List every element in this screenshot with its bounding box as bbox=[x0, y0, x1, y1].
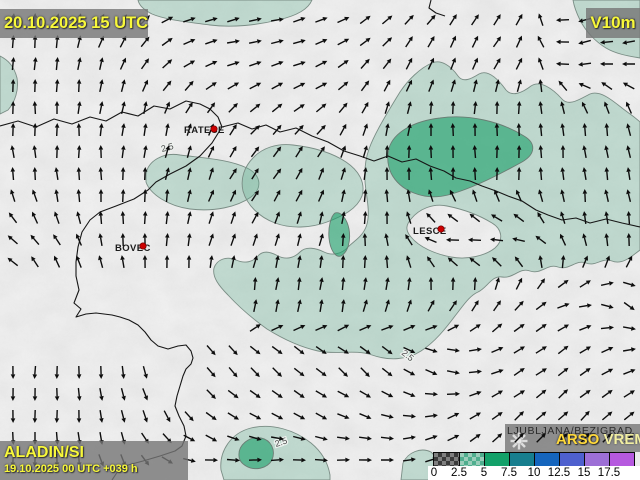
legend-tick-label: 17.5 bbox=[597, 467, 621, 479]
station-dot bbox=[139, 242, 147, 250]
legend-color-box bbox=[534, 453, 559, 467]
station-dot bbox=[210, 125, 218, 133]
station-label: RATECE bbox=[184, 125, 225, 136]
legend-tick-label: 12.5 bbox=[547, 467, 571, 479]
legend-tick-label: 10 bbox=[527, 467, 541, 479]
station-marker: BOVEC bbox=[115, 242, 151, 254]
station-marker: RATECE bbox=[184, 125, 225, 136]
watermark-backdrop bbox=[505, 424, 640, 452]
station-name-label: LJUBLJANA/BEZIGRAD bbox=[507, 425, 633, 437]
country-border-line bbox=[221, 122, 640, 228]
agency-watermark: LJUBLJANA/BEZIGRAD bbox=[505, 424, 640, 452]
legend-color-box bbox=[509, 453, 534, 467]
country-border-line bbox=[0, 100, 223, 128]
legend-color-box bbox=[559, 453, 584, 467]
variable-label: V10m bbox=[586, 8, 640, 38]
agency-suffix: VREME bbox=[603, 431, 640, 448]
model-info-box: ALADIN/SI 19.10.2025 00 UTC +039 h bbox=[0, 441, 188, 480]
model-run-label: 19.10.2025 00 UTC +039 h bbox=[4, 463, 138, 475]
agency-name: ARSO bbox=[556, 431, 600, 448]
wind-area-dark bbox=[328, 212, 351, 257]
agency-logo-text: ARSO VREME bbox=[556, 430, 640, 450]
legend-tick-label: 2.5 bbox=[451, 467, 467, 479]
model-name-label: ALADIN/SI bbox=[4, 444, 84, 461]
wind-speed-legend bbox=[433, 452, 635, 467]
legend-color-box bbox=[459, 453, 484, 467]
country-border-line bbox=[73, 126, 223, 480]
wind-area-dark bbox=[387, 116, 534, 198]
legend-tick-label: 7.5 bbox=[501, 467, 517, 479]
sun-star-icon bbox=[510, 432, 528, 450]
valid-time-label: 20.10.2025 15 UTC bbox=[0, 9, 148, 38]
legend-color-box bbox=[584, 453, 609, 467]
station-dot bbox=[437, 225, 445, 233]
legend-tick-label: 5 bbox=[480, 467, 488, 479]
legend-color-box bbox=[484, 453, 509, 467]
station-markers: RATECE BOVEC LESCE bbox=[115, 125, 447, 254]
station-label: BOVEC bbox=[115, 243, 151, 254]
legend-color-box bbox=[609, 453, 634, 467]
wind-area-light bbox=[145, 153, 260, 211]
legend-tick-label: 0 bbox=[430, 467, 438, 479]
wind-area-light bbox=[0, 55, 18, 115]
legend-tick-label: 15 bbox=[577, 467, 591, 479]
country-border-line bbox=[428, 0, 446, 17]
station-label: LESCE bbox=[413, 226, 447, 237]
station-marker: LESCE bbox=[413, 225, 447, 237]
legend-color-box bbox=[434, 453, 459, 467]
legend-tick-strip: 0 2.5 5 7.5 10 12.5 15 17.5 bbox=[428, 466, 640, 480]
